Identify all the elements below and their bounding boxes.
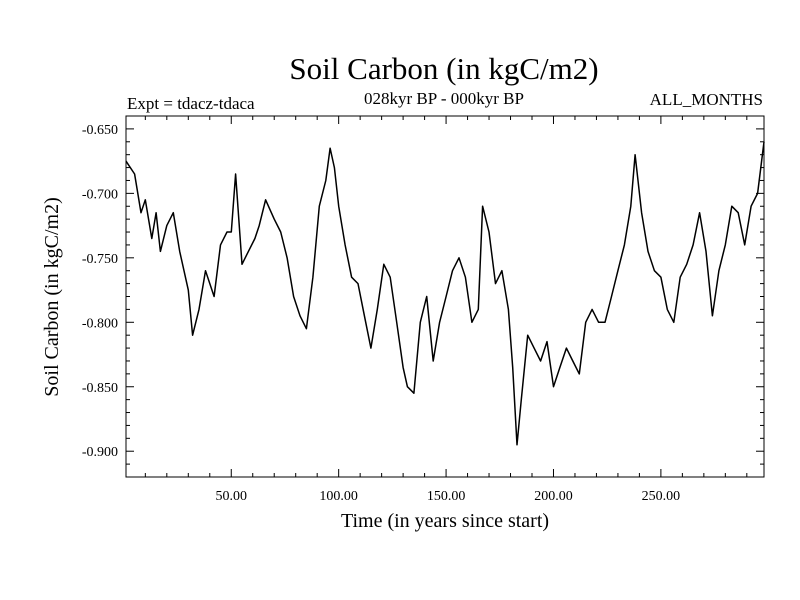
series-layer <box>125 141 765 446</box>
y-tick-label: -0.900 <box>82 445 118 460</box>
y-tick-label: -0.650 <box>82 123 118 138</box>
y-tick-label: -0.750 <box>82 252 118 267</box>
experiment-label: Expt = tdacz-tdaca <box>127 94 255 113</box>
x-tick-label: 250.00 <box>642 489 681 504</box>
y-axis: -0.650 -0.700 -0.750 -0.800 -0.850 -0.900 <box>82 123 764 460</box>
x-axis: 50.00 100.00 150.00 200.00 250.00 <box>216 116 681 504</box>
minor-ticks <box>126 115 764 478</box>
x-tick-label: 50.00 <box>216 489 248 504</box>
x-tick-label: 100.00 <box>319 489 358 504</box>
chart-subtitle: 028kyr BP - 000kyr BP <box>364 89 524 108</box>
y-tick-label: -0.800 <box>82 316 118 331</box>
months-label: ALL_MONTHS <box>650 90 763 109</box>
y-tick-label: -0.850 <box>82 381 118 396</box>
y-axis-label: Soil Carbon (in kgC/m2) <box>41 197 63 396</box>
y-tick-label: -0.700 <box>82 187 118 202</box>
chart-title: Soil Carbon (in kgC/m2) <box>289 51 598 86</box>
plot-frame <box>125 115 765 478</box>
x-axis-label: Time (in years since start) <box>341 510 549 532</box>
series-line <box>125 141 765 446</box>
x-tick-label: 150.00 <box>427 489 466 504</box>
x-tick-label: 200.00 <box>534 489 573 504</box>
